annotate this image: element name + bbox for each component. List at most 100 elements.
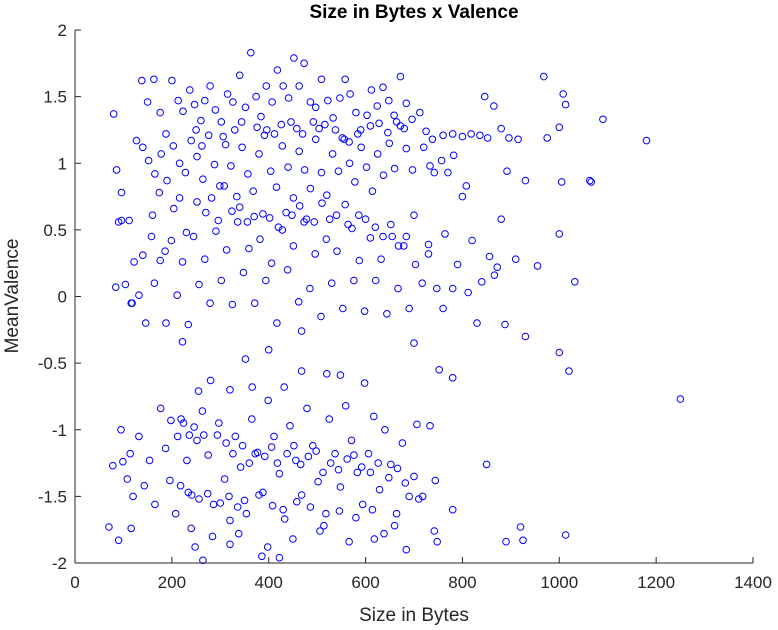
x-tick-label: 400 — [255, 573, 283, 592]
scatter-point — [206, 299, 214, 308]
scatter-point — [206, 376, 215, 385]
scatter-point — [111, 283, 120, 292]
scatter-point — [306, 184, 315, 193]
scatter-point — [373, 102, 382, 110]
scatter-point — [352, 513, 360, 522]
scatter-point — [326, 459, 335, 467]
scatter-point — [428, 135, 437, 144]
scatter-point — [490, 102, 498, 110]
scatter-point — [242, 509, 251, 518]
scatter-point — [105, 523, 113, 531]
scatter-point — [311, 103, 320, 112]
scatter-point — [156, 256, 164, 265]
scatter-point — [462, 182, 471, 190]
scatter-point — [292, 456, 300, 465]
scatter-point — [167, 416, 175, 425]
scatter-point — [318, 199, 326, 207]
scatter-point — [297, 491, 306, 499]
scatter-point — [268, 98, 276, 106]
scatter-point — [379, 83, 387, 92]
scatter-point — [151, 170, 159, 178]
scatter-point — [468, 236, 476, 245]
scatter-point — [366, 122, 375, 130]
scatter-point — [245, 459, 254, 467]
scatter-point — [387, 460, 395, 469]
scatter-point — [328, 150, 337, 158]
scatter-point — [171, 509, 180, 518]
scatter-point — [214, 216, 223, 225]
scatter-point — [141, 319, 150, 327]
scatter-point — [231, 432, 240, 441]
scatter-point — [505, 134, 513, 142]
scatter-point — [173, 291, 181, 300]
scatter-point — [300, 218, 308, 226]
scatter-point — [448, 505, 457, 514]
x-axis-label: Size in Bytes — [359, 605, 469, 626]
scatter-point — [202, 208, 210, 217]
scatter-point — [341, 200, 350, 209]
scatter-point — [375, 485, 384, 494]
y-tick-label: 2 — [58, 21, 67, 40]
scatter-point — [408, 166, 417, 174]
scatter-point — [233, 192, 241, 201]
scatter-point — [239, 268, 248, 277]
scatter-point — [284, 94, 293, 102]
scatter-point — [310, 218, 319, 226]
scatter-point — [319, 468, 327, 477]
scatter-point — [402, 545, 411, 554]
scatter-point — [179, 107, 187, 116]
scatter-point — [543, 134, 552, 142]
scatter-point — [185, 431, 194, 439]
scatter-point — [297, 367, 306, 375]
scatter-point — [334, 465, 343, 474]
scatter-point — [227, 162, 235, 170]
scatter-point — [182, 228, 191, 237]
scatter-point — [561, 531, 570, 539]
scatter-point — [435, 366, 444, 374]
scatter-point — [215, 419, 223, 427]
scatter-point — [314, 477, 322, 486]
scatter-point — [219, 132, 227, 141]
scatter-point — [278, 226, 287, 234]
scatter-point — [571, 278, 579, 286]
scatter-point — [302, 215, 311, 223]
scatter-point — [264, 396, 273, 405]
scatter-point — [347, 436, 356, 445]
scatter-point — [207, 194, 216, 202]
scatter-point — [402, 232, 411, 241]
scatter-point — [555, 230, 564, 238]
scatter-point — [222, 246, 231, 254]
data-points — [105, 48, 685, 565]
scatter-point — [199, 556, 207, 565]
scatter-point — [143, 98, 152, 106]
scatter-point — [148, 211, 157, 219]
scatter-point — [189, 232, 198, 241]
scatter-point — [306, 503, 315, 511]
scatter-point — [366, 468, 375, 477]
scatter-point — [353, 468, 362, 477]
scatter-point — [392, 509, 401, 518]
scatter-point — [401, 479, 410, 487]
scatter-point — [341, 75, 350, 84]
scatter-point — [561, 100, 570, 109]
scatter-point — [284, 163, 292, 171]
scatter-point — [336, 94, 344, 102]
scatter-point — [394, 284, 402, 293]
scatter-point — [309, 118, 318, 126]
scatter-point — [306, 284, 314, 293]
scatter-point — [332, 211, 341, 219]
scatter-point — [201, 255, 209, 264]
scatter-point — [252, 92, 260, 101]
scatter-point — [327, 279, 336, 288]
scatter-point — [293, 124, 301, 133]
scatter-point — [156, 108, 164, 117]
scatter-point — [220, 182, 228, 190]
scatter-point — [448, 130, 457, 138]
scatter-point — [437, 156, 446, 165]
scatter-point — [259, 488, 267, 497]
y-tick-label: -1.5 — [38, 487, 67, 506]
scatter-point — [370, 412, 378, 421]
scatter-point — [315, 124, 323, 133]
scatter-point — [352, 108, 360, 117]
scatter-point — [238, 143, 246, 152]
